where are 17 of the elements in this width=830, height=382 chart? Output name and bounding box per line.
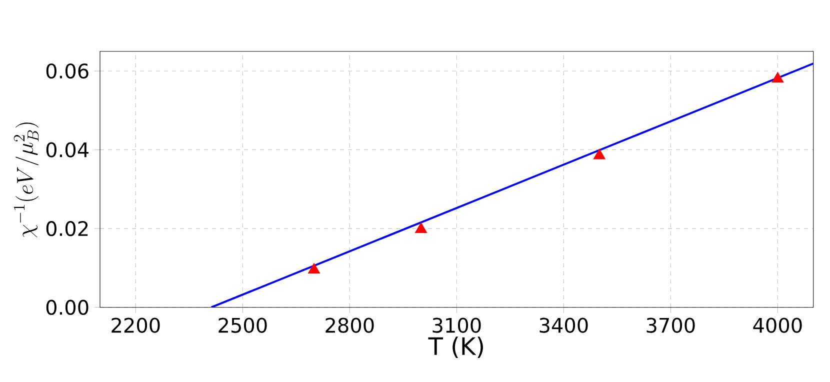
x-tick-label: 3400 (540, 318, 588, 333)
x-tick-label: 3700 (646, 318, 695, 333)
point (593, 148, 606, 160)
point (414, 222, 428, 233)
point (772, 72, 784, 83)
y-tick-label: 0.00 (46, 300, 88, 315)
x-axis-title: T (K) (428, 336, 483, 358)
y-tick-label: 0.06 (46, 63, 88, 79)
x-tick-label: 4000 (753, 318, 802, 333)
y-tick-label: 0.02 (46, 221, 88, 236)
point (308, 262, 320, 274)
x-tick-label: 2800 (326, 318, 374, 333)
x-tick-label: 3100 (432, 318, 481, 333)
x-tick-label: 2200 (112, 318, 160, 333)
y-axis-title: $\chi^{-1}(eV/\mu_B^2)$ (14, 122, 39, 238)
y-tick-label: 0.04 (46, 142, 88, 158)
x-tick-label: 2500 (218, 318, 267, 333)
